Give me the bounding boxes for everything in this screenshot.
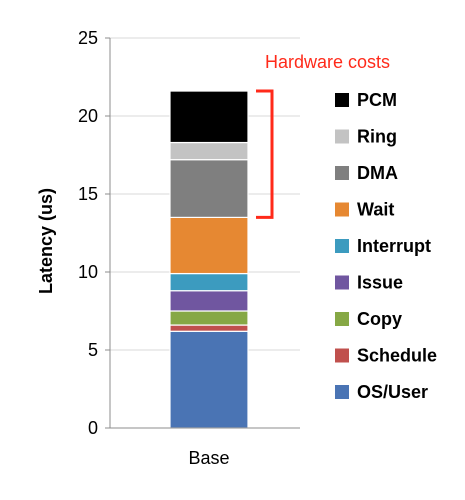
axes [105,37,300,429]
hardware-costs-annotation: Hardware costs [256,52,390,219]
legend-label-pcm: PCM [357,90,397,110]
legend-swatch-pcm [335,93,349,107]
legend-label-schedule: Schedule [357,346,437,366]
bar-segment-copy [169,310,249,326]
bar-segments [169,90,249,429]
bar-segment-pcm [169,90,249,144]
legend-swatch-issue [335,275,349,290]
hardware-costs-bracket [256,89,274,219]
hardware-costs-label: Hardware costs [265,52,390,72]
y-tick-label-5: 5 [88,340,98,360]
y-tick-labels: 0 5 10 15 20 25 [78,28,98,438]
legend-label-dma: DMA [357,163,398,183]
y-tick-label-20: 20 [78,106,98,126]
bar-segment-os-user [169,330,249,429]
bar-segment-ring [169,141,249,161]
legend-swatch-wait [335,202,349,217]
legend-label-issue: Issue [357,273,403,293]
legend-swatch-schedule [335,348,349,363]
legend-swatch-os-user [335,385,349,399]
y-tick-label-0: 0 [88,418,98,438]
x-tick-labels: Base [188,448,229,468]
y-tick-label-25: 25 [78,28,98,48]
legend-swatch-copy [335,312,349,326]
legend-swatch-interrupt [335,239,349,253]
legend-label-wait: Wait [357,200,394,220]
legend-label-copy: Copy [357,309,402,329]
bar-segment-wait [169,216,249,275]
legend-swatch-dma [335,166,349,180]
bar-segment-schedule [169,324,249,332]
legend-label-ring: Ring [357,127,397,147]
legend-label-os-user: OS/User [357,382,428,402]
bar-segment-dma [169,159,249,218]
bar-segment-issue [169,290,249,312]
legend-label-interrupt: Interrupt [357,236,431,256]
bar-segment-interrupt [169,272,249,292]
x-tick-label-base: Base [188,448,229,468]
y-tick-label-15: 15 [78,184,98,204]
y-axis-title: Latency (us) [36,188,56,294]
legend-swatch-ring [335,129,349,144]
legend: PCM Ring DMA Wait Interrupt Issue Copy Schedule… [335,90,437,402]
y-tick-label-10: 10 [78,262,98,282]
